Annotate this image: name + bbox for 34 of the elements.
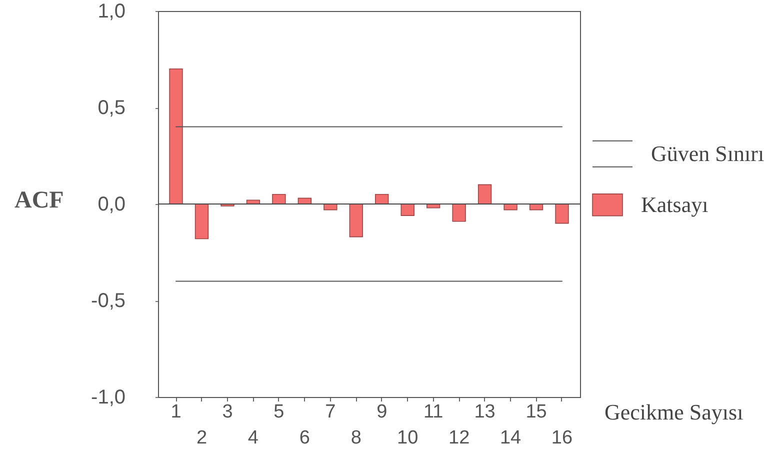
x-tick-label: 6 [299, 428, 310, 448]
bar [194, 204, 209, 240]
x-tick-label: 16 [551, 428, 573, 448]
y-tick-label: 0,5 [98, 97, 126, 119]
bar [400, 204, 414, 216]
x-tick-label: 14 [500, 428, 522, 448]
x-tick-label: 12 [448, 428, 470, 448]
y-axis-title: ACF [14, 188, 64, 214]
legend-label: Güven Sınırı [651, 140, 764, 166]
y-tick-label: 0,0 [98, 194, 126, 216]
x-tick-label: 1 [170, 402, 182, 422]
x-tick-label: 5 [274, 402, 284, 422]
bar [169, 68, 183, 204]
bar [452, 204, 466, 222]
y-tick-label: 1,0 [98, 0, 126, 22]
bar [555, 204, 569, 224]
bar [349, 204, 363, 238]
x-tick-label: 3 [222, 402, 233, 422]
x-tick-label: 2 [196, 428, 208, 448]
y-tick-label: -1,0 [91, 386, 126, 408]
x-tick-label: 9 [376, 402, 388, 422]
legend-label: Katsayı [641, 192, 708, 217]
y-tick-label: -0,5 [91, 290, 126, 312]
x-tick-label: 15 [526, 402, 547, 422]
bar [478, 184, 492, 204]
x-tick-label: 10 [397, 428, 418, 448]
x-tick-label: 7 [325, 402, 336, 422]
x-tick-label: 11 [423, 402, 444, 422]
x-tick-label: 4 [248, 428, 259, 448]
x-tick-label: 8 [350, 428, 362, 448]
x-tick-label: 13 [474, 402, 496, 422]
bar [272, 194, 286, 204]
x-axis-title: Gecikme Sayısı [604, 400, 744, 424]
bar [375, 194, 389, 204]
